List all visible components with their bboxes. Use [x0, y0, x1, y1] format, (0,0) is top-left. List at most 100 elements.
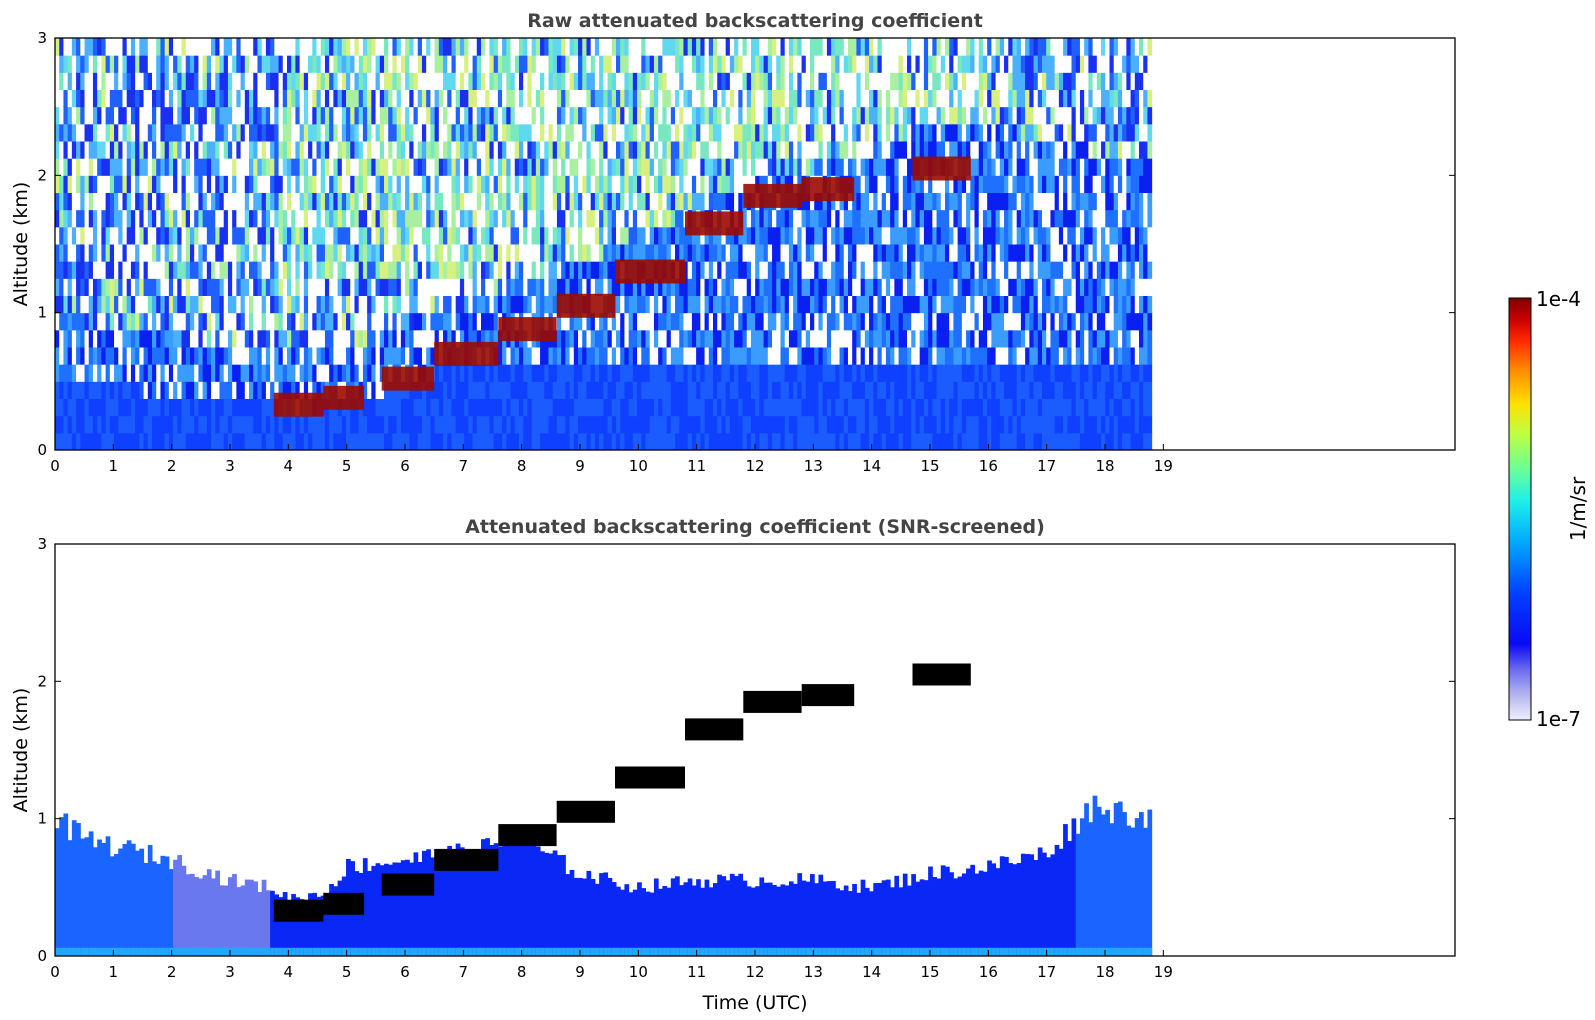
heatmap-cell [645, 329, 651, 348]
heatmap-cell [249, 295, 254, 314]
heatmap-cell [535, 106, 541, 125]
heatmap-cell [459, 415, 465, 434]
heatmap-cell [856, 106, 862, 125]
heatmap-cell [873, 329, 878, 348]
heatmap-cell [384, 347, 389, 365]
heatmap-cell [687, 415, 693, 434]
heatmap-cell [620, 141, 625, 159]
heatmap-cell [713, 364, 718, 382]
heatmap-cell [717, 158, 722, 176]
heatmap-cell [417, 158, 423, 176]
heatmap-cell [594, 175, 600, 193]
heatmap-cell [177, 415, 183, 434]
heatmap-cell [843, 381, 849, 399]
heatmap-cell [755, 278, 760, 296]
heatmap-cell [181, 295, 187, 314]
heatmap-cell [662, 278, 668, 296]
heatmap-cell [527, 192, 533, 211]
heatmap-cell [742, 261, 748, 279]
heatmap-cell [105, 192, 111, 211]
heatmap-cell [843, 312, 849, 331]
heatmap-cell [894, 381, 900, 399]
heatmap-cell [670, 141, 676, 159]
heatmap-cell [215, 72, 220, 90]
heatmap-cell [759, 398, 765, 417]
heatmap-cell [540, 158, 545, 176]
heatmap-cell [586, 381, 592, 399]
heatmap-cell [88, 415, 94, 434]
heatmap-cell [552, 398, 558, 417]
heatmap-cell [662, 432, 668, 450]
heatmap-cell [847, 226, 853, 245]
heatmap-cell [67, 106, 73, 125]
heatmap-cell [518, 347, 524, 365]
heatmap-cell [455, 329, 461, 348]
heatmap-cell [890, 312, 895, 331]
heatmap-cell [548, 364, 554, 382]
heatmap-cell [202, 55, 208, 73]
heatmap-cell [189, 381, 195, 399]
heatmap-cell [409, 106, 415, 125]
heatmap-cell [384, 329, 389, 348]
heatmap-cell [219, 175, 225, 193]
heatmap-cell [430, 347, 436, 365]
heatmap-cell [299, 158, 305, 176]
heatmap-cell [126, 261, 132, 279]
heatmap-cell [556, 209, 562, 228]
heatmap-cell [717, 192, 722, 211]
heatmap-cell [92, 415, 98, 434]
heatmap-cell [805, 278, 811, 296]
heatmap-cell [114, 312, 119, 331]
heatmap-cell [198, 415, 204, 434]
heatmap-cell [295, 123, 301, 142]
heatmap-cell [624, 347, 630, 365]
heatmap-cell [864, 72, 870, 90]
heatmap-cell [97, 329, 102, 348]
heatmap-cell [329, 158, 334, 176]
heatmap-cell [742, 415, 748, 434]
heatmap-cell [227, 398, 233, 417]
heatmap-cell [211, 244, 216, 262]
heatmap-cell [594, 72, 600, 90]
heatmap-cell [742, 106, 748, 125]
heatmap-cell [362, 347, 368, 365]
heatmap-cell [535, 364, 541, 382]
heatmap-cell [915, 38, 921, 56]
heatmap-cell [388, 158, 393, 176]
heatmap-cell [59, 261, 64, 279]
heatmap-cell [223, 106, 229, 125]
heatmap-cell [653, 312, 659, 331]
heatmap-cell [189, 278, 195, 296]
heatmap-cell [763, 55, 769, 73]
heatmap-cell [118, 329, 123, 348]
heatmap-cell [253, 106, 258, 125]
heatmap-cell [873, 226, 878, 245]
heatmap-cell [531, 38, 537, 56]
heatmap-cell [346, 89, 351, 108]
heatmap-cell [523, 261, 528, 279]
heatmap-cell [211, 364, 216, 382]
heatmap-cell [805, 364, 811, 382]
heatmap-cell [847, 432, 853, 450]
heatmap-cell [189, 244, 195, 262]
heatmap-cell [569, 38, 575, 56]
heatmap-cell [101, 123, 107, 142]
heatmap-cell [645, 72, 651, 90]
heatmap-cell [114, 295, 119, 314]
heatmap-cell [923, 141, 929, 159]
heatmap-cell [341, 192, 347, 211]
heatmap-cell [362, 312, 368, 331]
heatmap-cell [464, 209, 469, 228]
heatmap-cell [556, 89, 562, 108]
heatmap-cell [797, 209, 803, 228]
heatmap-cell [915, 209, 921, 228]
heatmap-cell [772, 381, 777, 399]
heatmap-cell [923, 209, 929, 228]
heatmap-cell [451, 141, 457, 159]
heatmap-cell [704, 123, 710, 142]
heatmap-cell [421, 123, 427, 142]
heatmap-cell [628, 312, 634, 331]
heatmap-cell [80, 55, 86, 73]
heatmap-cell [556, 261, 562, 279]
heatmap-cell [434, 55, 440, 73]
